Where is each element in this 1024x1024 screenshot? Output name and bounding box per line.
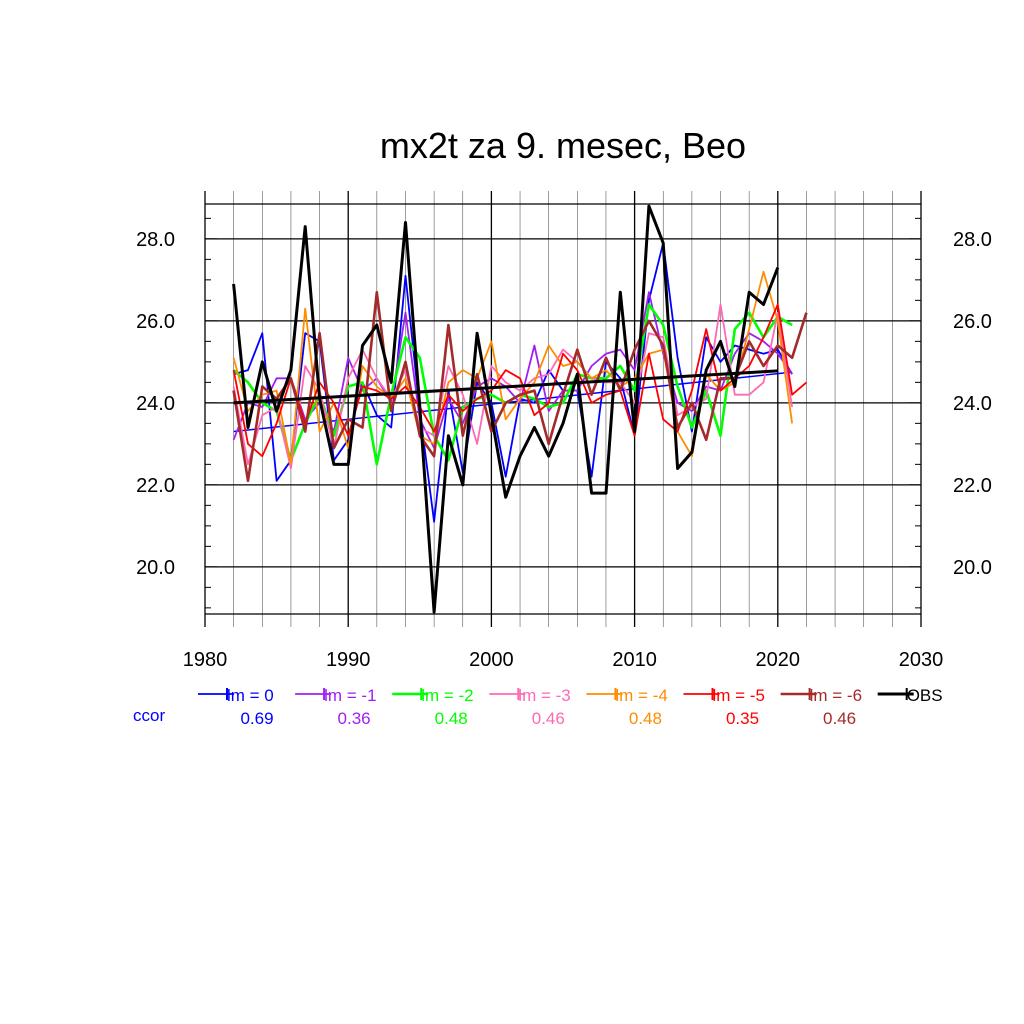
- legend: ccor lm = 0 0.69 lm = -1 0.36 lm = -2 0.48 lm =…: [133, 686, 943, 728]
- x-tick-label: 2020: [756, 649, 801, 671]
- y-tick-label-right: 22.0: [953, 475, 992, 497]
- y-tick-label-left: 26.0: [136, 311, 175, 333]
- ccor-label: ccor: [133, 706, 165, 725]
- y-tick-label-left: 22.0: [136, 475, 175, 497]
- legend-label: lm = -3: [518, 686, 570, 705]
- legend-label: OBS: [907, 686, 943, 705]
- x-tick-label: 2010: [612, 649, 657, 671]
- series-line: [232, 290, 808, 483]
- legend-label: lm = -6: [810, 686, 862, 705]
- legend-label: lm = -1: [324, 686, 376, 705]
- y-tick-label-left: 24.0: [136, 393, 175, 415]
- trend-line: [233, 369, 778, 405]
- y-tick-label-left: 20.0: [136, 557, 175, 579]
- y-tick-label-right: 24.0: [953, 393, 992, 415]
- tick-labels: 1980 1990 2000 2010 2020 2030 20.0 20.0 22.0 22.0…: [136, 229, 992, 671]
- legend-label: lm = -5: [713, 686, 765, 705]
- y-tick-label-left: 28.0: [136, 229, 175, 251]
- chart-title: mx2t za 9. mesec, Beo: [380, 125, 746, 166]
- legend-ccor-value: 0.36: [338, 709, 371, 728]
- legend-label: lm = -4: [615, 686, 667, 705]
- legend-ccor-value: 0.35: [726, 709, 759, 728]
- legend-ccor-value: 0.46: [532, 709, 565, 728]
- x-tick-label: 2000: [469, 649, 514, 671]
- y-tick-label-right: 28.0: [953, 229, 992, 251]
- legend-label: lm = -2: [421, 686, 473, 705]
- x-tick-label: 2030: [899, 649, 944, 671]
- series-layer: [232, 204, 808, 614]
- legend-ccor-value: 0.69: [240, 709, 273, 728]
- plot-frame: [205, 203, 921, 615]
- legend-ccor-value: 0.48: [435, 709, 468, 728]
- x-tick-label: 1990: [326, 649, 371, 671]
- series-line: [232, 204, 780, 614]
- legend-ccor-value: 0.48: [629, 709, 662, 728]
- y-tick-label-right: 20.0: [953, 557, 992, 579]
- legend-ccor-value: 0.46: [823, 709, 856, 728]
- x-tick-label: 1980: [183, 649, 228, 671]
- y-tick-label-right: 26.0: [953, 311, 992, 333]
- legend-label: lm = 0: [227, 686, 274, 705]
